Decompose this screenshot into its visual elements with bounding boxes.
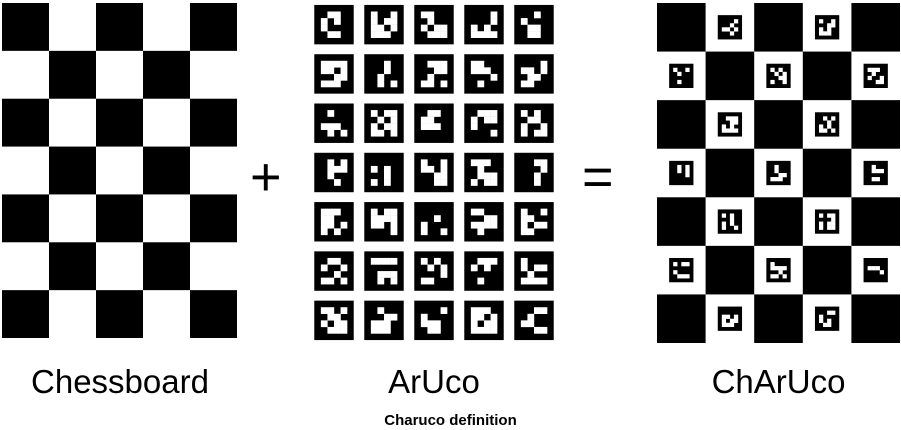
charuco-black-square bbox=[754, 197, 803, 246]
charuco-marker bbox=[717, 112, 743, 137]
charuco-marker bbox=[669, 63, 694, 88]
aruco-marker bbox=[414, 4, 454, 45]
chessboard-square bbox=[190, 194, 237, 243]
aruco-marker bbox=[364, 202, 404, 242]
aruco-marker bbox=[514, 103, 554, 143]
chessboard-square bbox=[143, 242, 190, 291]
charuco-board bbox=[657, 3, 900, 343]
aruco-marker bbox=[464, 202, 504, 242]
charuco-black-square bbox=[754, 294, 803, 343]
aruco-marker bbox=[364, 251, 404, 291]
charuco-black-square bbox=[657, 294, 706, 343]
charuco-label: ChArUco bbox=[711, 363, 846, 400]
aruco-label: ArUco bbox=[388, 363, 480, 400]
charuco-marker bbox=[766, 63, 791, 88]
chessboard-square bbox=[49, 50, 96, 99]
chessboard-square bbox=[96, 98, 143, 147]
charuco-black-square bbox=[705, 148, 755, 198]
aruco-marker bbox=[464, 251, 504, 291]
aruco-marker bbox=[314, 4, 354, 45]
aruco-marker bbox=[414, 251, 454, 291]
charuco-black-square bbox=[754, 100, 803, 149]
charuco-marker bbox=[863, 258, 888, 283]
chessboard-square bbox=[190, 290, 237, 338]
charuco-marker bbox=[814, 112, 840, 137]
charuco-black-square bbox=[657, 100, 706, 149]
chessboard-square bbox=[2, 3, 49, 51]
charuco-marker bbox=[814, 209, 840, 234]
aruco-marker bbox=[314, 251, 354, 291]
chessboard-pattern bbox=[2, 3, 237, 338]
chessboard-label: Chessboard bbox=[31, 363, 209, 400]
chessboard-square bbox=[2, 98, 49, 147]
aruco-marker bbox=[414, 54, 454, 94]
aruco-marker bbox=[314, 202, 354, 242]
charuco-marker bbox=[863, 160, 888, 186]
aruco-marker bbox=[314, 300, 354, 341]
aruco-marker bbox=[414, 300, 454, 341]
aruco-marker bbox=[364, 300, 404, 341]
charuco-marker bbox=[766, 258, 791, 283]
charuco-black-square bbox=[657, 197, 706, 246]
charuco-marker bbox=[717, 209, 743, 234]
chessboard-square bbox=[96, 194, 143, 243]
charuco-marker bbox=[717, 306, 743, 331]
chessboard-square bbox=[2, 290, 49, 338]
charuco-black-square bbox=[754, 3, 803, 52]
aruco-marker-grid bbox=[314, 4, 554, 341]
aruco-marker bbox=[464, 4, 504, 45]
charuco-black-square bbox=[851, 197, 900, 246]
chessboard-square bbox=[49, 242, 96, 291]
aruco-marker bbox=[464, 152, 504, 193]
aruco-marker bbox=[314, 103, 354, 143]
aruco-marker bbox=[314, 54, 354, 94]
aruco-marker bbox=[514, 4, 554, 45]
chessboard-square bbox=[2, 194, 49, 243]
aruco-marker bbox=[464, 103, 504, 143]
charuco-black-square bbox=[851, 100, 900, 149]
charuco-marker bbox=[814, 306, 840, 331]
figure-caption: Charuco definition bbox=[384, 412, 517, 429]
equals-sign: = bbox=[582, 147, 614, 207]
aruco-marker bbox=[514, 251, 554, 291]
chessboard-square bbox=[143, 50, 190, 99]
charuco-marker bbox=[669, 160, 694, 186]
aruco-marker bbox=[364, 103, 404, 143]
charuco-marker bbox=[814, 15, 840, 40]
charuco-black-square bbox=[802, 148, 852, 198]
aruco-marker bbox=[514, 202, 554, 242]
aruco-marker bbox=[314, 152, 354, 193]
aruco-marker bbox=[514, 54, 554, 94]
aruco-marker bbox=[514, 152, 554, 193]
chessboard-square bbox=[143, 146, 190, 195]
charuco-black-square bbox=[802, 51, 852, 101]
aruco-marker bbox=[414, 152, 454, 193]
plus-sign: + bbox=[250, 147, 282, 207]
charuco-black-square bbox=[851, 294, 900, 343]
charuco-marker bbox=[766, 160, 791, 186]
aruco-marker bbox=[414, 202, 454, 242]
chessboard-square bbox=[96, 3, 143, 51]
aruco-marker bbox=[364, 152, 404, 193]
aruco-marker bbox=[364, 54, 404, 94]
chessboard-square bbox=[49, 146, 96, 195]
aruco-marker bbox=[464, 300, 504, 341]
chessboard-square bbox=[96, 290, 143, 338]
charuco-black-square bbox=[851, 3, 900, 52]
chessboard-square bbox=[190, 3, 237, 51]
charuco-black-square bbox=[802, 245, 852, 295]
charuco-marker bbox=[863, 63, 888, 88]
charuco-marker bbox=[717, 15, 743, 40]
charuco-black-square bbox=[705, 51, 755, 101]
aruco-marker bbox=[364, 4, 404, 45]
chessboard-square bbox=[190, 98, 237, 147]
aruco-marker bbox=[464, 54, 504, 94]
aruco-marker bbox=[514, 300, 554, 341]
charuco-marker bbox=[669, 258, 694, 283]
charuco-black-square bbox=[657, 3, 706, 52]
charuco-black-square bbox=[705, 245, 755, 295]
aruco-marker bbox=[414, 103, 454, 143]
